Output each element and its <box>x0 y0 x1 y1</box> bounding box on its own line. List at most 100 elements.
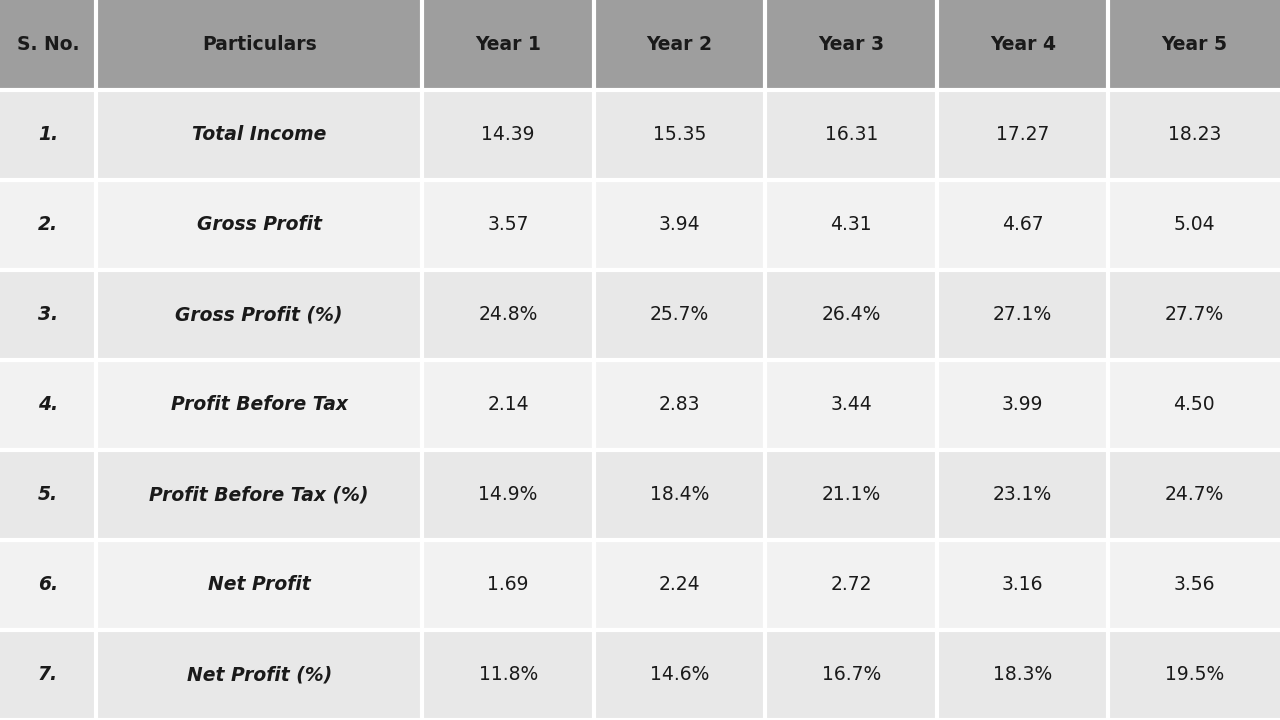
Text: Year 5: Year 5 <box>1161 35 1228 55</box>
Text: Net Profit: Net Profit <box>207 575 311 595</box>
Bar <box>594 0 765 90</box>
Bar <box>96 0 422 90</box>
Bar <box>422 270 594 360</box>
Bar <box>765 180 937 270</box>
Bar <box>0 180 96 270</box>
Text: 18.23: 18.23 <box>1167 125 1221 145</box>
Bar <box>96 90 422 180</box>
Text: 21.1%: 21.1% <box>822 485 881 505</box>
Bar <box>1108 630 1280 720</box>
Text: 3.94: 3.94 <box>659 215 700 235</box>
Text: 17.27: 17.27 <box>996 125 1050 145</box>
Bar <box>96 540 422 630</box>
Text: Year 4: Year 4 <box>989 35 1056 55</box>
Bar <box>1108 0 1280 90</box>
Bar <box>937 630 1108 720</box>
Bar <box>0 90 96 180</box>
Bar <box>96 360 422 450</box>
Text: 4.31: 4.31 <box>831 215 872 235</box>
Bar <box>765 450 937 540</box>
Bar <box>937 360 1108 450</box>
Text: 18.3%: 18.3% <box>993 665 1052 685</box>
Text: 6.: 6. <box>38 575 58 595</box>
Text: Profit Before Tax (%): Profit Before Tax (%) <box>150 485 369 505</box>
Text: 2.83: 2.83 <box>659 395 700 415</box>
Text: 4.67: 4.67 <box>1002 215 1043 235</box>
Text: 3.16: 3.16 <box>1002 575 1043 595</box>
Text: 19.5%: 19.5% <box>1165 665 1224 685</box>
Text: 1.: 1. <box>38 125 58 145</box>
Text: 14.39: 14.39 <box>481 125 535 145</box>
Bar <box>1108 540 1280 630</box>
Bar <box>937 450 1108 540</box>
Text: 3.: 3. <box>38 305 58 325</box>
Text: 16.31: 16.31 <box>824 125 878 145</box>
Text: 27.1%: 27.1% <box>993 305 1052 325</box>
Text: 3.44: 3.44 <box>831 395 872 415</box>
Text: Year 2: Year 2 <box>646 35 713 55</box>
Bar <box>0 540 96 630</box>
Bar <box>0 0 96 90</box>
Text: 14.6%: 14.6% <box>650 665 709 685</box>
Bar <box>594 540 765 630</box>
Text: S. No.: S. No. <box>17 35 79 55</box>
Bar <box>937 180 1108 270</box>
Bar <box>1108 270 1280 360</box>
Text: 24.7%: 24.7% <box>1165 485 1224 505</box>
Bar <box>1108 90 1280 180</box>
Bar <box>594 360 765 450</box>
Text: 3.99: 3.99 <box>1002 395 1043 415</box>
Bar <box>422 0 594 90</box>
Bar <box>422 90 594 180</box>
Bar <box>937 0 1108 90</box>
Text: Total Income: Total Income <box>192 125 326 145</box>
Bar <box>1108 450 1280 540</box>
Text: Net Profit (%): Net Profit (%) <box>187 665 332 685</box>
Text: 11.8%: 11.8% <box>479 665 538 685</box>
Bar <box>594 450 765 540</box>
Bar <box>0 270 96 360</box>
Text: Year 1: Year 1 <box>475 35 541 55</box>
Bar <box>96 630 422 720</box>
Bar <box>765 630 937 720</box>
Bar <box>594 630 765 720</box>
Text: 5.04: 5.04 <box>1174 215 1215 235</box>
Text: 2.72: 2.72 <box>831 575 872 595</box>
Bar <box>937 540 1108 630</box>
Bar <box>422 450 594 540</box>
Bar <box>0 450 96 540</box>
Bar <box>765 0 937 90</box>
Bar <box>594 270 765 360</box>
Bar <box>594 180 765 270</box>
Text: 4.50: 4.50 <box>1174 395 1215 415</box>
Bar <box>422 540 594 630</box>
Bar <box>765 360 937 450</box>
Bar <box>0 630 96 720</box>
Bar <box>96 450 422 540</box>
Text: 7.: 7. <box>38 665 58 685</box>
Text: 3.56: 3.56 <box>1174 575 1215 595</box>
Text: 27.7%: 27.7% <box>1165 305 1224 325</box>
Bar <box>765 540 937 630</box>
Bar <box>937 90 1108 180</box>
Bar <box>1108 360 1280 450</box>
Text: Profit Before Tax: Profit Before Tax <box>170 395 348 415</box>
Text: 3.57: 3.57 <box>488 215 529 235</box>
Text: 14.9%: 14.9% <box>479 485 538 505</box>
Text: 18.4%: 18.4% <box>650 485 709 505</box>
Text: 5.: 5. <box>38 485 58 505</box>
Bar <box>765 90 937 180</box>
Bar <box>594 90 765 180</box>
Text: 1.69: 1.69 <box>488 575 529 595</box>
Text: 2.14: 2.14 <box>488 395 529 415</box>
Bar <box>96 270 422 360</box>
Bar <box>0 360 96 450</box>
Text: Particulars: Particulars <box>202 35 316 55</box>
Text: Gross Profit (%): Gross Profit (%) <box>175 305 343 325</box>
Text: 2.24: 2.24 <box>659 575 700 595</box>
Bar <box>1108 180 1280 270</box>
Text: 4.: 4. <box>38 395 58 415</box>
Bar <box>422 360 594 450</box>
Bar <box>765 270 937 360</box>
Bar <box>422 180 594 270</box>
